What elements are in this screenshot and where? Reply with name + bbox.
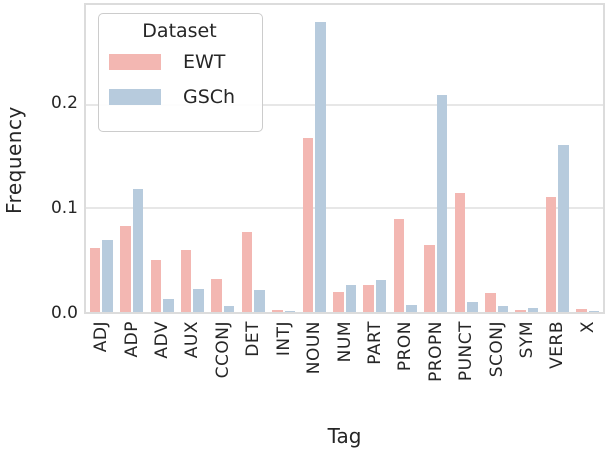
bar-ewt-punct — [454, 193, 466, 312]
x-tick-propn: PROPN — [425, 321, 446, 382]
bar-gsch-noun — [315, 22, 326, 312]
x-tick-part: PART — [364, 321, 385, 365]
bar-ewt-part — [363, 285, 374, 312]
ewt-color-swatch — [109, 54, 161, 70]
bar-ewt-sym — [515, 310, 526, 312]
x-tick-aux: AUX — [182, 321, 203, 359]
bar-ewt-aux — [180, 250, 192, 312]
bar-gsch-num — [345, 285, 356, 312]
bar-ewt-adj — [89, 248, 101, 312]
bar-gsch-punct — [467, 302, 478, 312]
x-tick-verb: VERB — [547, 321, 568, 369]
bar-gsch-adv — [163, 299, 174, 312]
bar-gsch-propn — [436, 95, 448, 312]
y-tick-0.1: 0.1 — [50, 198, 78, 218]
bar-ewt-num — [333, 292, 344, 312]
legend-entry-gsch: GSCh — [109, 86, 250, 108]
x-tick-adv: ADV — [152, 321, 173, 359]
y-tick-0.0: 0.0 — [50, 303, 78, 323]
bar-ewt-pron — [393, 219, 405, 312]
bar-ewt-propn — [424, 245, 435, 312]
y-tick-0.2: 0.2 — [50, 93, 78, 113]
bar-gsch-sym — [527, 308, 539, 312]
plot-area — [84, 3, 605, 314]
legend-title: Dataset — [142, 20, 217, 42]
bar-gsch-part — [375, 280, 387, 312]
bar-gsch-verb — [558, 145, 569, 312]
x-tick-noun: NOUN — [304, 321, 325, 375]
bar-ewt-x — [576, 309, 587, 312]
bar-gsch-adp — [132, 189, 144, 312]
x-tick-sym: SYM — [516, 321, 537, 359]
y-axis-label: Frequency — [2, 106, 26, 214]
bar-ewt-cconj — [211, 279, 222, 312]
bar-gsch-aux — [193, 289, 204, 312]
x-tick-num: NUM — [334, 321, 355, 363]
bar-ewt-det — [241, 232, 253, 312]
gridline-0.2 — [86, 103, 603, 106]
x-axis-label: Tag — [327, 424, 362, 448]
bar-gsch-adj — [102, 240, 113, 312]
bar-gsch-sconj — [497, 306, 509, 312]
x-tick-cconj: CCONJ — [212, 321, 233, 379]
bar-ewt-adv — [150, 260, 162, 312]
bar-ewt-intj — [272, 310, 283, 312]
bar-gsch-pron — [406, 305, 417, 312]
bar-ewt-adp — [120, 226, 131, 312]
legend-entry-ewt-label: EWT — [183, 51, 226, 73]
x-tick-sconj: SCONJ — [486, 321, 507, 378]
x-tick-x: X — [577, 321, 598, 334]
x-tick-adj: ADJ — [91, 321, 112, 353]
x-tick-adp: ADP — [121, 321, 142, 358]
gridline-0.1 — [86, 207, 603, 210]
legend-entry-ewt: EWT — [109, 51, 250, 73]
legend: Dataset EWT GSCh — [98, 13, 263, 132]
bar-gsch-x — [588, 311, 600, 312]
x-tick-det: DET — [243, 321, 264, 357]
x-tick-intj: INTJ — [273, 321, 294, 357]
bar-gsch-det — [254, 290, 265, 312]
x-tick-punct: PUNCT — [456, 321, 477, 382]
bar-ewt-verb — [545, 197, 557, 312]
x-tick-pron: PRON — [395, 321, 416, 372]
bar-ewt-noun — [302, 138, 314, 312]
bar-gsch-cconj — [223, 306, 235, 312]
bar-ewt-sconj — [485, 293, 496, 312]
bar-gsch-intj — [284, 311, 296, 312]
gsch-color-swatch — [109, 89, 161, 105]
legend-entry-gsch-label: GSCh — [183, 86, 236, 108]
